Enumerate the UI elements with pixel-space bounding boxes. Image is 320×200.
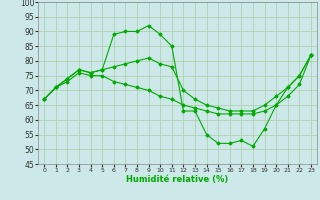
X-axis label: Humidité relative (%): Humidité relative (%)	[126, 175, 229, 184]
